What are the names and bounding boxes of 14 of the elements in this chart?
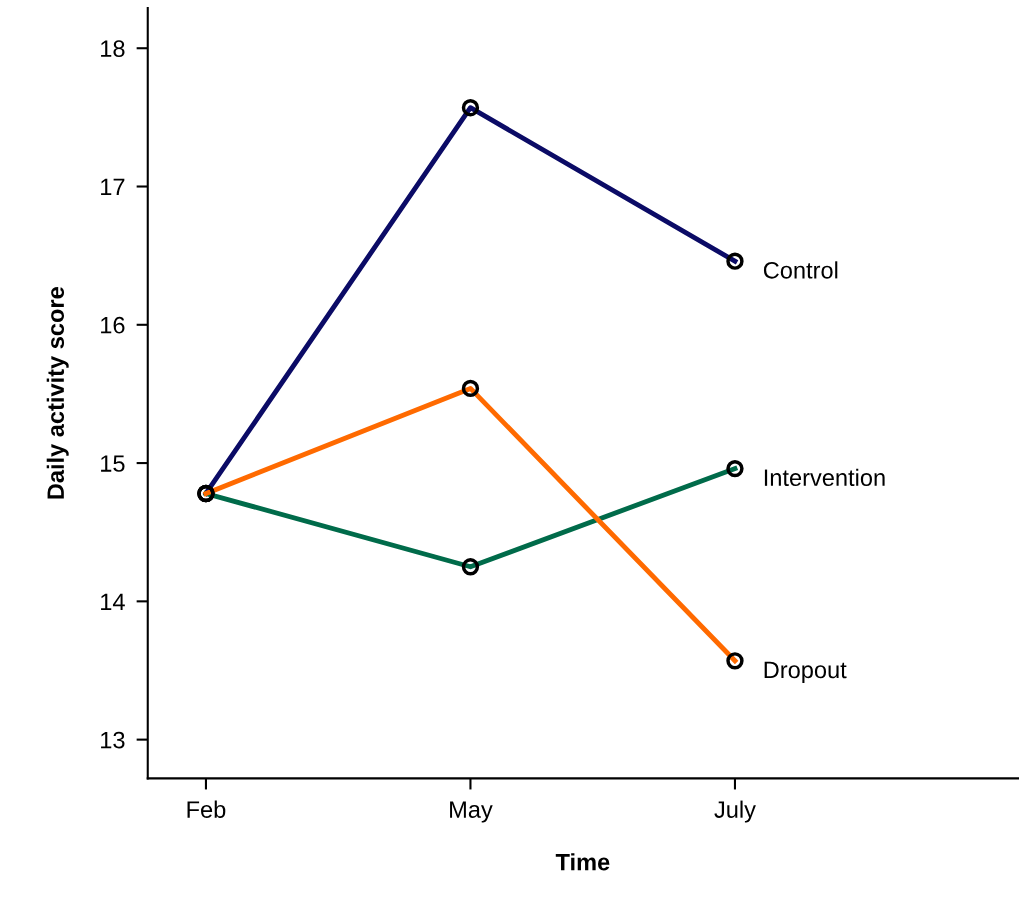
series-label: Dropout — [764, 661, 847, 683]
y-tick-label: 16 — [101, 316, 125, 334]
series-label: Control — [763, 261, 838, 279]
y-tick-label: 13 — [101, 731, 125, 749]
x-tick-label: May — [450, 801, 493, 823]
y-axis-title: Daily activity score — [46, 287, 69, 499]
x-axis-title: Time — [555, 853, 610, 871]
x-tick-label: Feb — [187, 800, 226, 818]
y-tick-label: 18 — [101, 40, 125, 58]
y-tick-label: 15 — [101, 455, 125, 472]
y-tick-label: 14 — [101, 593, 125, 610]
x-tick-label: July — [714, 800, 756, 823]
y-tick-label: 17 — [101, 178, 125, 196]
series-label: Intervention — [764, 468, 885, 487]
